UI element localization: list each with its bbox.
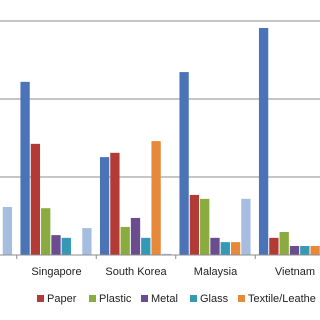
bar xyxy=(2,207,13,255)
bar xyxy=(82,228,92,255)
x-tick-label: Vietnam xyxy=(275,266,315,278)
bar xyxy=(141,237,151,255)
legend-swatch xyxy=(141,295,148,302)
legend-label: Plastic xyxy=(99,293,132,305)
bar xyxy=(189,194,200,255)
bar xyxy=(161,253,172,255)
bar xyxy=(241,198,251,255)
bar xyxy=(210,237,220,255)
bar xyxy=(30,143,41,255)
legend-label: Metal xyxy=(151,293,178,305)
legend-swatch xyxy=(89,295,96,302)
legend-label: Textile/Leathe xyxy=(248,293,316,305)
legend-label: stes xyxy=(0,293,1,305)
bar xyxy=(41,208,51,255)
legend-swatch xyxy=(37,295,44,302)
bar xyxy=(258,28,269,255)
legend-swatch xyxy=(238,295,245,302)
bar xyxy=(269,237,279,255)
x-tick-label: Malaysia xyxy=(194,266,238,278)
bar xyxy=(61,237,71,255)
bar xyxy=(220,242,230,255)
bar xyxy=(200,198,210,255)
legend-label: Paper xyxy=(47,293,77,305)
bar xyxy=(310,246,320,255)
x-tick-label: Singapore xyxy=(31,266,81,278)
bar xyxy=(289,246,300,255)
bar xyxy=(110,152,120,255)
legend-label: Glass xyxy=(200,293,229,305)
bar xyxy=(99,157,110,255)
bar xyxy=(120,226,130,255)
bar xyxy=(51,235,61,255)
bar xyxy=(179,72,189,255)
bar xyxy=(279,231,289,255)
bar xyxy=(230,242,241,255)
bar xyxy=(300,246,310,255)
bar xyxy=(20,81,30,255)
x-tick-label: South Korea xyxy=(105,266,167,278)
legend-swatch xyxy=(190,295,197,302)
bar xyxy=(130,217,141,255)
bar xyxy=(151,141,161,255)
